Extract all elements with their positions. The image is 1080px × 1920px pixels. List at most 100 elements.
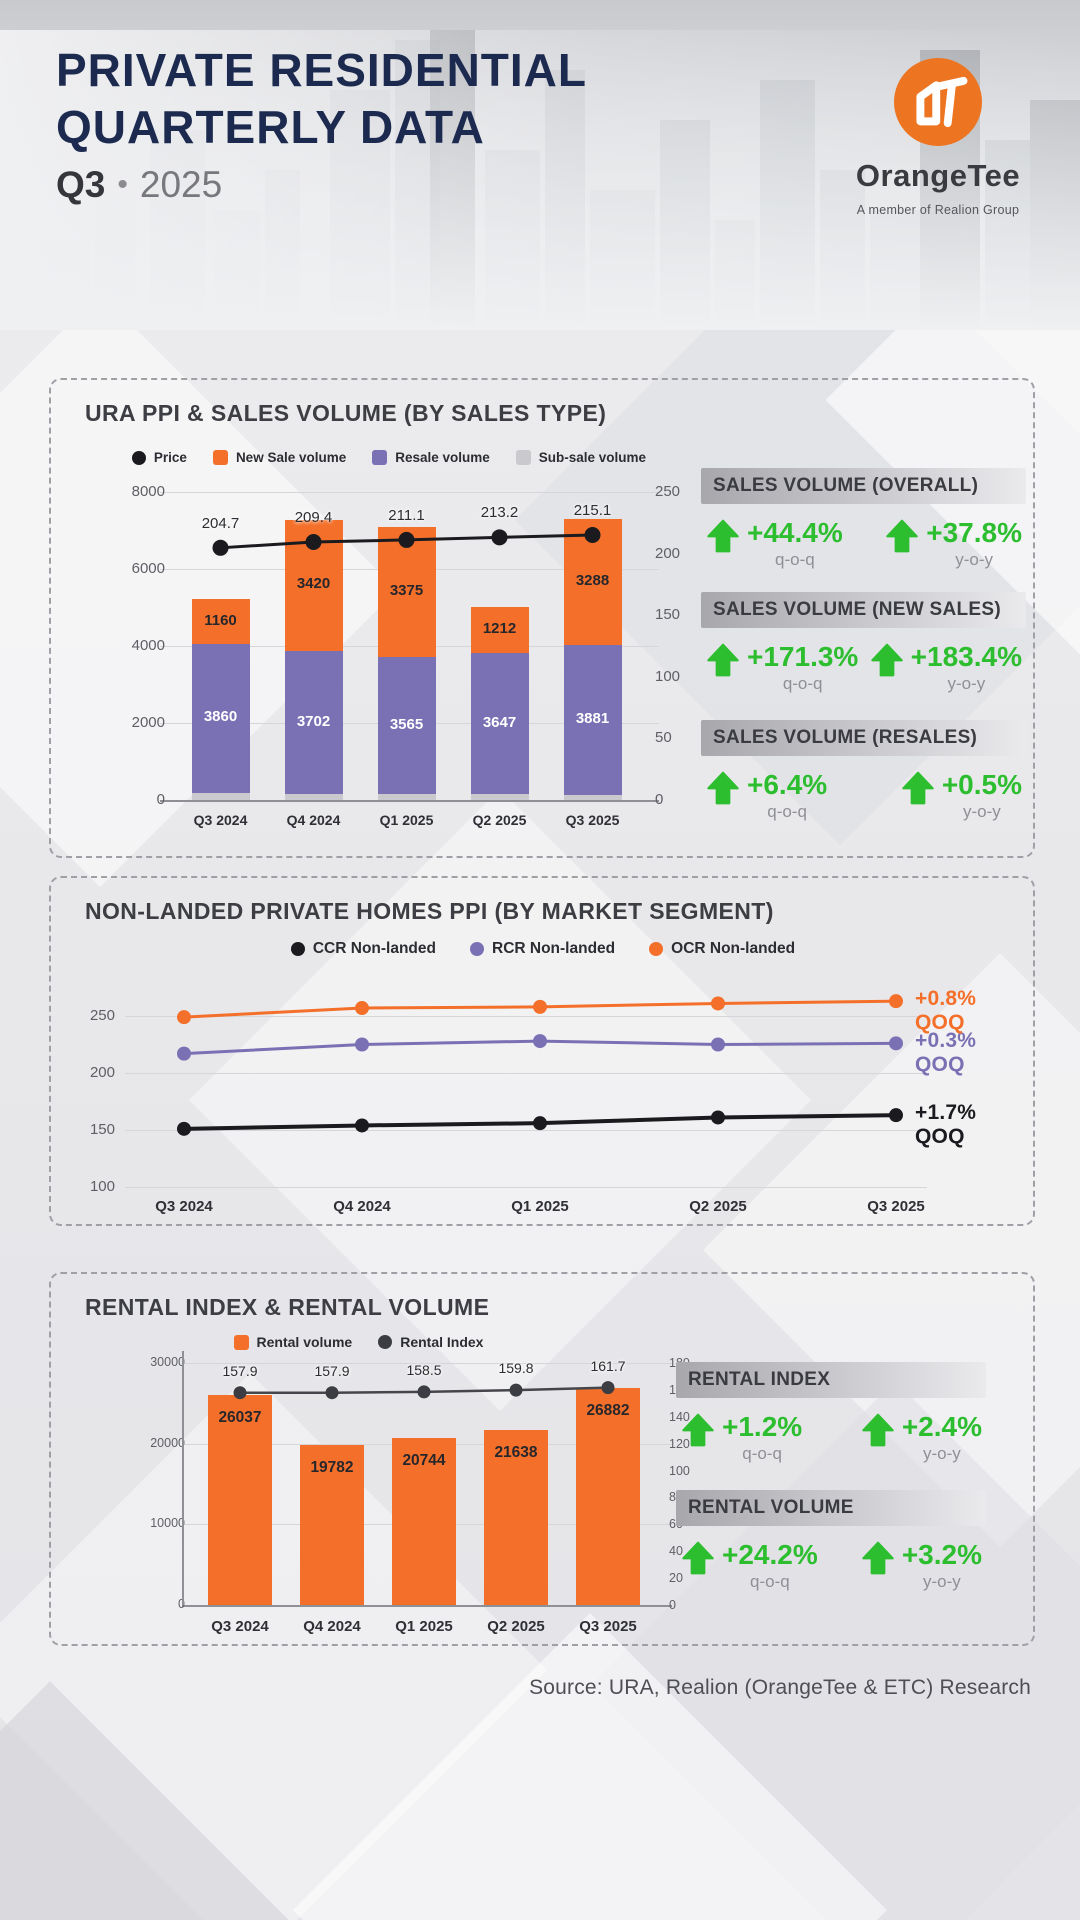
page-title-line1: PRIVATE RESIDENTIAL [56,44,587,96]
line-value-label: 159.8 [498,1360,534,1377]
bar-segment [300,1445,364,1605]
x-axis-label: Q1 2025 [511,1198,569,1215]
bar-series-marker [515,450,531,465]
bar-value-label: 3420 [296,575,331,593]
y-axis-line [182,1351,184,1605]
bar-segment [377,656,436,795]
stat-label: y-o-y [955,550,994,570]
axis-tick: 200 [89,1064,115,1081]
axis-tick: 0 [156,791,165,808]
bar-value-label: 3375 [389,582,424,599]
stat-panel-title: SALES VOLUME (RESALES) [701,720,1026,756]
stat-panel-title: SALES VOLUME (NEW SALES) [701,592,1026,628]
section-nonlanded-ppi: NON-LANDED PRIVATE HOMES PPI (BY MARKET … [49,876,1035,1226]
legend-item: Resale volume [372,450,490,465]
axis-tick: 200 [655,544,681,562]
bar-segment [470,606,529,654]
legend-item: Rental volume [233,1334,353,1350]
stat-panel-title: RENTAL INDEX [676,1362,986,1398]
bar-segment [208,1394,272,1605]
stat-yoy: +3.2% y-o-y [860,1540,982,1592]
bar-segment [470,653,529,794]
stat-yoy: +37.8% y-o-y [884,518,1022,570]
stat-value: +6.4% [747,769,828,800]
stat-qoq: +171.3% q-o-q [705,642,858,694]
bar-series-marker [212,450,228,465]
orangetee-logo: OrangeTee A member of Realion Group [828,58,1048,217]
up-arrow-icon [682,1413,714,1447]
bar-value-label: 3702 [296,712,331,730]
axis-tick: 6000 [131,560,165,577]
stat-label: y-o-y [947,674,986,694]
stat-label: q-o-q [742,1444,782,1464]
stat-panel-rental-volume: RENTAL VOLUME +24.2% q-o-q +3.2% y-o-y [676,1490,986,1592]
x-axis-label: Q3 2025 [565,812,620,828]
gridline [182,1605,672,1607]
gridline [125,1187,927,1188]
legend-item: Rental Index [378,1334,483,1350]
legend-label: Resale volume [395,450,490,465]
up-arrow-icon [902,771,934,805]
axis-tick: 50 [655,729,672,747]
section-ura-ppi-sales: URA PPI & SALES VOLUME (BY SALES TYPE) P… [49,378,1035,858]
stat-row: +6.4% q-o-q +0.5% y-o-y [701,770,1026,822]
page-title-line2: QUARTERLY DATA [56,101,485,154]
section-title: URA PPI & SALES VOLUME (BY SALES TYPE) [85,400,607,426]
bar-segment [563,794,622,800]
series-annotation: +1.7% QOQ [915,1101,977,1149]
bar-value-label: 20744 [402,1451,446,1469]
gridline [160,800,659,802]
bar-value-label: 1212 [482,620,517,638]
stat-qoq: +1.2% q-o-q [680,1412,802,1464]
legend-label: Price [153,450,187,465]
gridline [125,1016,927,1017]
legend-item: RCR Non-landed [470,940,615,958]
legend-item: Price [131,450,187,465]
axis-tick: 100 [655,667,681,685]
up-arrow-icon [707,519,739,553]
bar-series-marker [233,1334,249,1350]
stat-value: +183.4% [910,641,1022,672]
line-value-label: 158.5 [406,1361,442,1378]
line-value-label: 211.1 [388,506,425,524]
axis-tick: 4000 [131,637,165,654]
logo-monogram-icon [916,76,968,128]
line-series-marker [131,450,146,465]
legend-label: CCR Non-landed [312,940,436,957]
logo-circle [894,58,982,146]
line-value-label: 157.9 [314,1362,350,1379]
stat-qoq: +6.4% q-o-q [705,770,827,822]
stat-row: +171.3% q-o-q +183.4% y-o-y [701,642,1026,694]
chart-line-canvas [212,526,601,556]
axis-tick: 10000 [150,1516,185,1531]
x-axis-label: Q2 2025 [472,812,527,828]
bar-value-label: 3565 [389,715,424,733]
up-arrow-icon [862,1541,894,1575]
up-arrow-icon [707,771,739,805]
stat-panel-overall: SALES VOLUME (OVERALL) +44.4% q-o-q +37.8… [701,468,1026,570]
bar-segment [377,794,436,800]
axis-tick: 8000 [131,483,165,500]
bar-segment [284,793,343,800]
section-rental: RENTAL INDEX & RENTAL VOLUME Rental volu… [49,1272,1035,1646]
chart-legend: Rental volume Rental Index [79,1334,638,1350]
stat-value: +37.8% [926,517,1022,548]
legend-label: Rental volume [256,1334,353,1350]
rental-stats: RENTAL INDEX +1.2% q-o-q +2.4% y-o-y RENTA… [676,1274,986,1644]
stat-panel-rental-index: RENTAL INDEX +1.2% q-o-q +2.4% y-o-y [676,1362,986,1464]
bar-segment [470,793,529,800]
legend-label: RCR Non-landed [492,940,616,957]
axis-tick: 250 [89,1007,115,1024]
series-annotation: +0.8% QOQ [915,987,977,1035]
line-value-label: 161.7 [590,1357,626,1374]
x-axis-label: Q3 2024 [211,1618,269,1635]
bar-value-label: 3881 [575,709,610,727]
up-arrow-icon [886,519,918,553]
axis-tick: 30000 [150,1355,185,1369]
axis-tick: 150 [655,606,681,624]
stat-value: +3.2% [901,1539,982,1570]
up-arrow-icon [862,1413,894,1447]
bar-segment [484,1430,548,1605]
line-series-marker [290,942,305,956]
